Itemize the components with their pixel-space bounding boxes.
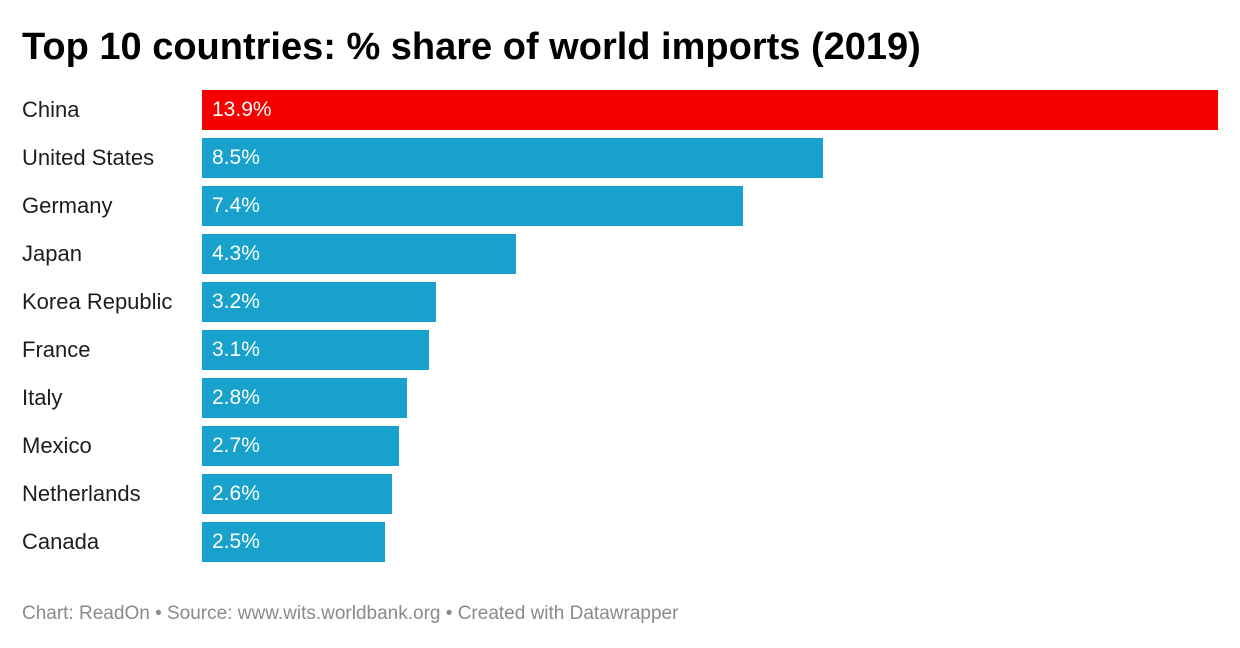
- bar-chart-area: China 13.9% United States 8.5% Germany 7.4% Ja…: [0, 90, 1240, 570]
- bar-value-label: 7.4%: [212, 194, 260, 217]
- bar-value-label: 3.1%: [212, 338, 260, 361]
- bar-row: Italy 2.8%: [0, 378, 1240, 418]
- chart-title: Top 10 countries: % share of world impor…: [22, 26, 921, 68]
- bar-value-label: 2.5%: [212, 530, 260, 553]
- bar-value-label: 13.9%: [212, 98, 272, 121]
- bar-row: Germany 7.4%: [0, 186, 1240, 226]
- bar: [202, 234, 516, 274]
- category-label: Italy: [22, 385, 63, 410]
- category-label: Germany: [22, 193, 113, 218]
- bar-row: Korea Republic 3.2%: [0, 282, 1240, 322]
- chart-footer: Chart: ReadOn • Source: www.wits.worldba…: [22, 603, 679, 624]
- bar-value-label: 4.3%: [212, 242, 260, 265]
- bar: [202, 186, 743, 226]
- bar: [202, 522, 385, 562]
- bar-row: Canada 2.5%: [0, 522, 1240, 562]
- category-label: Canada: [22, 529, 100, 554]
- bar: [202, 282, 436, 322]
- bar-value-label: 8.5%: [212, 146, 260, 169]
- bar: [202, 138, 823, 178]
- bar: [202, 474, 392, 514]
- bar: [202, 330, 429, 370]
- category-label: Netherlands: [22, 481, 141, 506]
- bar-row: France 3.1%: [0, 330, 1240, 370]
- bar-value-label: 2.8%: [212, 386, 260, 409]
- bar-row: Japan 4.3%: [0, 234, 1240, 274]
- category-label: United States: [22, 145, 155, 170]
- bar: [202, 426, 399, 466]
- category-label: France: [22, 337, 91, 362]
- bar: [202, 378, 407, 418]
- category-label: Korea Republic: [22, 289, 173, 314]
- category-label: China: [22, 97, 80, 122]
- bar-row: Mexico 2.7%: [0, 426, 1240, 466]
- category-label: Japan: [22, 241, 82, 266]
- bar-value-label: 2.7%: [212, 434, 260, 457]
- bar-row: China 13.9%: [0, 90, 1240, 130]
- category-label: Mexico: [22, 433, 92, 458]
- bar-value-label: 2.6%: [212, 482, 260, 505]
- bar: [202, 90, 1218, 130]
- bar-value-label: 3.2%: [212, 290, 260, 313]
- bar-row: Netherlands 2.6%: [0, 474, 1240, 514]
- bar-row: United States 8.5%: [0, 138, 1240, 178]
